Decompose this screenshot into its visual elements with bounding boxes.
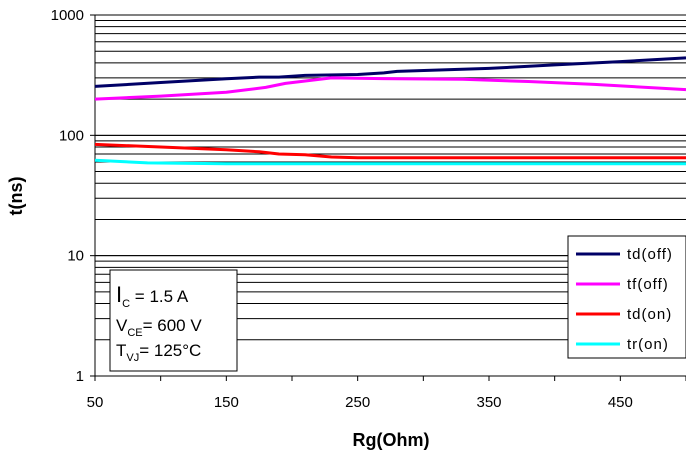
legend: td(off) tf(off) td(on) tr(on) [567,235,686,359]
series-line-tdon [94,142,686,160]
tick-labels: 50 150 250 350 450 1 10 100 1000 [51,7,633,411]
series-line-tron [94,158,686,166]
y-tick-label: 10 [67,248,84,265]
condition-tvj: TVJ= 125°C [116,341,201,364]
series-line-tfoff [94,76,686,101]
conditions-frame [109,269,238,372]
x-tick-label: 250 [345,394,370,411]
x-tick-label: 350 [476,394,501,411]
series-lines [94,56,686,166]
y-axis-title: t(ns) [6,177,26,216]
legend-label: tr(on) [627,336,669,353]
y-tick-label: 100 [59,127,84,144]
x-axis-title: Rg(Ohm) [353,430,430,450]
legend-label: tf(off) [627,276,669,293]
axes [90,14,686,381]
condition-ic: IC = 1.5 A [116,282,189,310]
y-tick-label: 1000 [51,7,84,24]
condition-vce: VCE= 600 V [116,316,202,339]
legend-label: td(on) [627,306,672,323]
conditions-box: IC = 1.5 A VCE= 600 V TVJ= 125°C [109,269,238,372]
x-tick-label: 450 [608,394,633,411]
x-tick-label: 150 [214,394,239,411]
series-line-tdoff [94,56,686,88]
legend-label: td(off) [627,246,673,263]
y-tick-label: 1 [76,368,84,385]
x-tick-label: 50 [87,394,104,411]
legend-frame [567,235,686,359]
